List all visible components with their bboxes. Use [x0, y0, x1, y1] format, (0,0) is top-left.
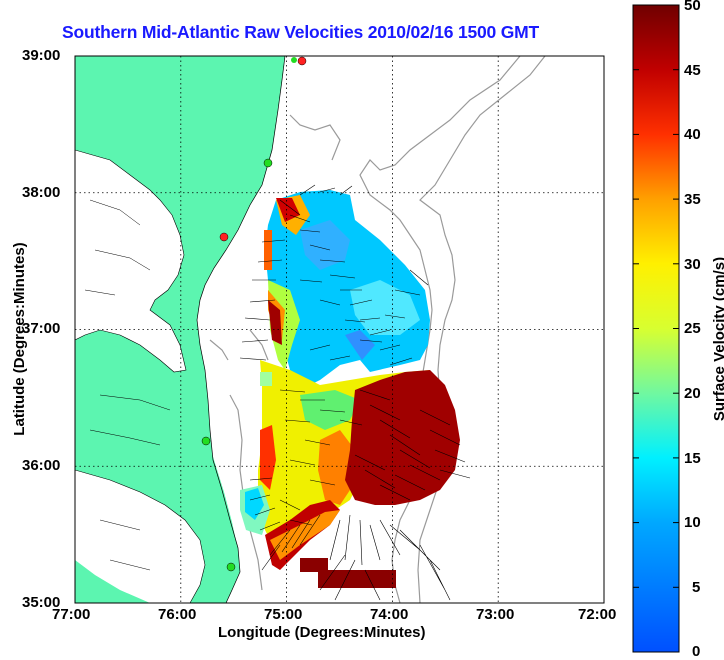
- y-tick-label: 36:00: [22, 457, 61, 474]
- velocity-vectors: [239, 184, 471, 601]
- pamlico-sound: [75, 470, 205, 603]
- y-tick-label: 35:00: [22, 594, 61, 611]
- colorbar: [632, 4, 680, 653]
- x-tick-label: 77:00: [52, 606, 91, 623]
- station-marker: [226, 562, 236, 572]
- station-marker: [291, 57, 297, 63]
- land-outer-banks: [204, 430, 238, 603]
- colorbar-tick-label: 5: [692, 579, 701, 596]
- plot-frame: [74, 55, 605, 604]
- x-tick-label: 72:00: [578, 606, 617, 623]
- x-tick-label: 74:00: [370, 606, 409, 623]
- map-title: Southern Mid-Atlantic Raw Velocities 201…: [62, 22, 540, 42]
- y-axis-label: Latitude (Degrees:Minutes): [11, 242, 28, 436]
- station-marker: [297, 56, 307, 66]
- x-tick-label: 75:00: [264, 606, 303, 623]
- land-delmarva: [170, 160, 222, 300]
- y-tick-label: 39:00: [22, 47, 61, 64]
- colorbar-tick-label: 10: [684, 514, 701, 531]
- colorbar-tick-label: 50: [684, 0, 701, 14]
- x-tick-label: 73:00: [476, 606, 515, 623]
- colorbar-tick-label: 15: [684, 450, 701, 467]
- colorbar-tick-label: 25: [684, 320, 701, 337]
- velocity-field: [240, 190, 460, 588]
- colorbar-tick-label: 45: [684, 62, 701, 79]
- station-marker: [201, 436, 211, 446]
- colorbar-tick-label: 35: [684, 191, 701, 208]
- colorbar-tick-label: 20: [684, 385, 701, 402]
- y-tick-label: 38:00: [22, 184, 61, 201]
- colorbar-tick-label: 30: [684, 256, 701, 273]
- station-marker: [219, 232, 229, 242]
- colorbar-tick-label: 0: [692, 643, 701, 660]
- bathymetry-contour: [359, 56, 521, 603]
- y-tick-label: 37:00: [22, 320, 61, 337]
- grid: [75, 56, 604, 603]
- colorbar-label: Surface Velocity (cm/s): [711, 256, 724, 422]
- x-axis-label: Longitude (Degrees:Minutes): [218, 624, 426, 641]
- colorbar-tick-label: 40: [684, 126, 701, 143]
- x-tick-label: 76:00: [158, 606, 197, 623]
- colorbar-ticks: [633, 4, 679, 588]
- station-marker: [263, 158, 273, 168]
